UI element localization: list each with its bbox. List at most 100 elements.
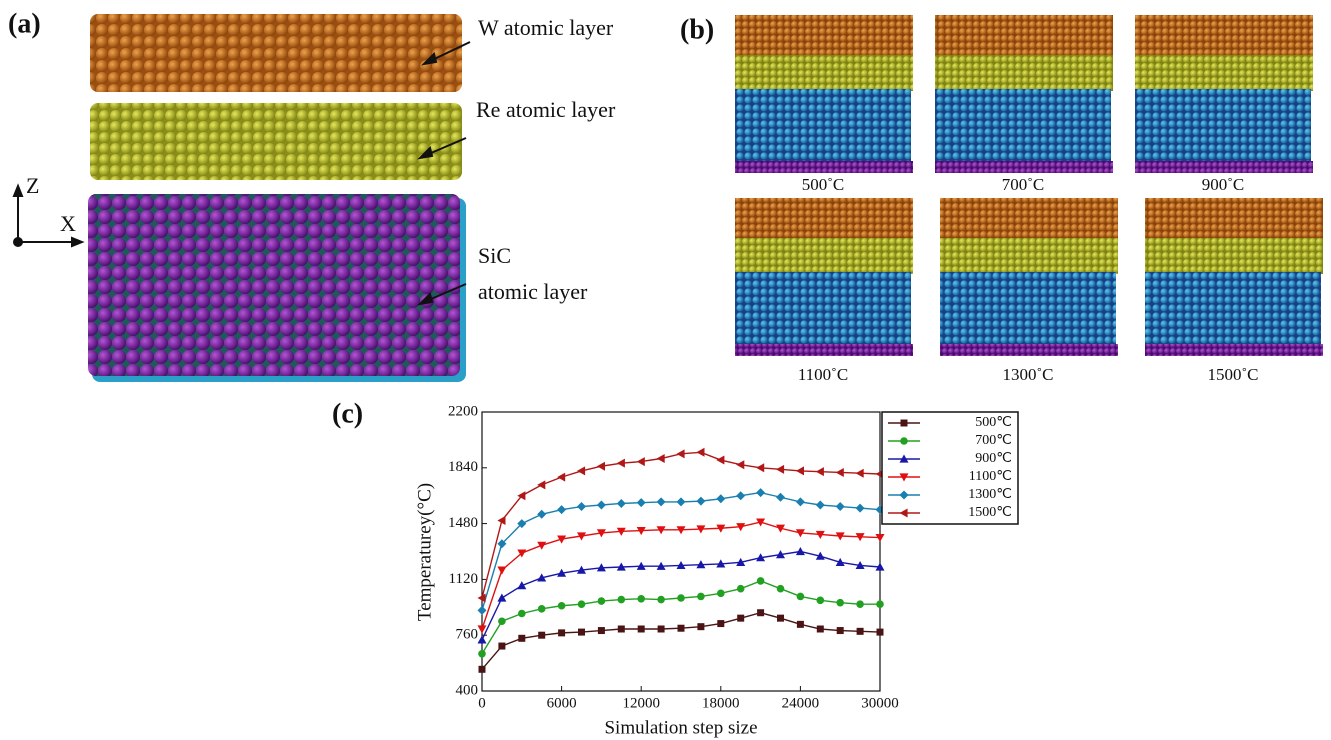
- y-tick-label: 400: [456, 682, 479, 698]
- x-tick-label: 6000: [547, 695, 577, 711]
- marker: [597, 462, 605, 471]
- w-slab: [735, 15, 913, 57]
- marker: [717, 590, 725, 598]
- marker: [816, 501, 825, 510]
- re-slab: [935, 55, 1113, 91]
- y-tick-label: 760: [456, 627, 479, 643]
- sic-slab: [1145, 272, 1321, 348]
- marker: [797, 593, 805, 601]
- caption: 1100˚C: [798, 365, 848, 384]
- marker: [618, 626, 625, 633]
- marker: [558, 629, 565, 636]
- marker: [796, 497, 805, 506]
- sic-layer: [88, 194, 460, 376]
- marker: [538, 605, 546, 613]
- sic-slab: [735, 272, 911, 348]
- marker: [637, 457, 645, 466]
- y-tick-label: 1120: [449, 571, 478, 587]
- marker: [696, 448, 704, 457]
- marker: [817, 626, 824, 633]
- marker: [756, 463, 764, 472]
- re-slab: [735, 238, 913, 274]
- marker: [557, 473, 565, 482]
- re-slab: [940, 238, 1118, 274]
- marker: [901, 420, 908, 427]
- legend-label: 1300℃: [968, 487, 1012, 502]
- caption: 900˚C: [1202, 175, 1245, 194]
- marker: [757, 609, 764, 616]
- re-layer: [90, 103, 462, 180]
- sic-bottom: [1145, 344, 1323, 356]
- caption: 1300˚C: [1003, 365, 1054, 384]
- marker: [697, 593, 705, 601]
- legend-label: 500℃: [975, 415, 1012, 430]
- marker: [478, 606, 487, 615]
- marker: [757, 577, 765, 585]
- axis-letter: Z: [26, 173, 39, 198]
- marker: [537, 480, 545, 489]
- figure: (a) W atomic layer Re atomic layer SiC a…: [0, 0, 1331, 740]
- y-tick-label: 1480: [448, 515, 478, 531]
- marker: [598, 627, 605, 634]
- x-axis-title: Simulation step size: [604, 717, 757, 738]
- marker: [856, 504, 865, 513]
- marker: [478, 635, 487, 643]
- sic-bottom: [935, 161, 1113, 173]
- marker: [677, 497, 686, 506]
- re-slab: [1145, 238, 1323, 274]
- marker: [856, 469, 864, 478]
- series-line: [482, 581, 880, 654]
- marker: [638, 626, 645, 633]
- x-tick-label: 18000: [702, 695, 740, 711]
- marker: [657, 454, 665, 463]
- marker: [479, 666, 486, 673]
- marker: [637, 498, 646, 507]
- marker: [537, 542, 546, 550]
- marker: [518, 610, 526, 618]
- marker: [697, 623, 704, 630]
- marker: [716, 456, 724, 465]
- marker: [677, 594, 685, 602]
- legend-label: 700℃: [975, 433, 1012, 448]
- marker: [637, 595, 645, 603]
- layer-label: atomic layer: [478, 279, 588, 304]
- marker: [597, 501, 606, 510]
- marker: [836, 599, 844, 607]
- sic-bottom: [940, 344, 1118, 356]
- w-slab: [1135, 15, 1313, 57]
- marker: [817, 597, 825, 605]
- marker: [658, 626, 665, 633]
- marker: [617, 459, 625, 468]
- marker: [518, 635, 525, 642]
- marker: [857, 628, 864, 635]
- y-tick-label: 2200: [448, 403, 478, 419]
- sic-bottom: [735, 161, 913, 173]
- marker: [756, 488, 765, 497]
- panel-label: (b): [680, 14, 714, 45]
- marker: [736, 491, 745, 500]
- marker: [736, 460, 744, 469]
- marker: [578, 600, 586, 608]
- marker: [876, 600, 884, 608]
- marker: [498, 643, 505, 650]
- marker: [517, 581, 526, 589]
- y-axis-title: Temperaturey(°C): [414, 483, 435, 621]
- sic-slab: [935, 89, 1111, 165]
- w-slab: [1145, 198, 1323, 240]
- marker: [618, 596, 626, 604]
- marker: [836, 502, 845, 511]
- w-layer: [90, 14, 462, 92]
- marker: [696, 497, 705, 506]
- layer-label: Re atomic layer: [476, 97, 616, 122]
- marker: [537, 510, 546, 519]
- marker: [877, 629, 884, 636]
- x-tick-label: 30000: [861, 695, 899, 711]
- legend-label: 1100℃: [969, 469, 1012, 484]
- marker: [776, 493, 785, 502]
- marker: [816, 467, 824, 476]
- marker: [797, 621, 804, 628]
- marker: [497, 567, 506, 575]
- marker: [577, 466, 585, 475]
- w-slab: [935, 15, 1113, 57]
